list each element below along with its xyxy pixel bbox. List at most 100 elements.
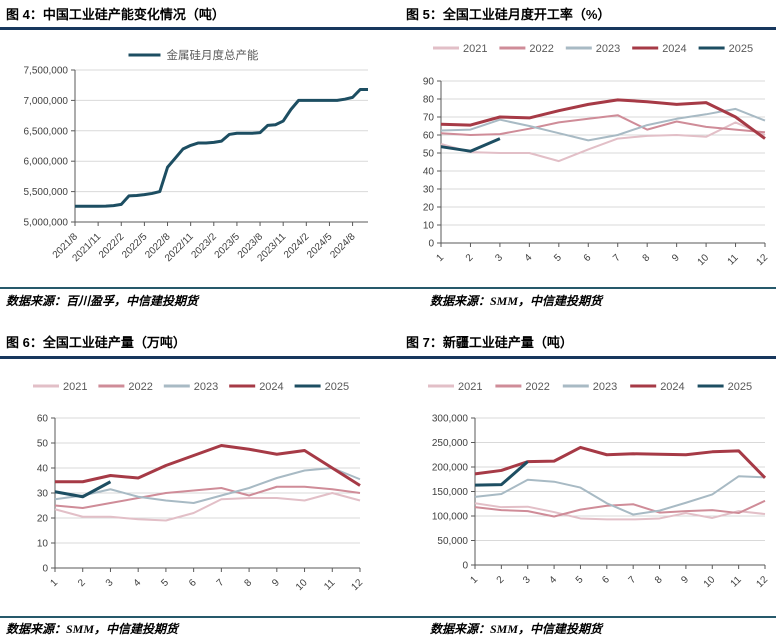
svg-text:20: 20 <box>423 203 435 214</box>
figure7-chart: 0 50,000 100,000 150,000 200,000 250,000 300,0… <box>428 381 770 590</box>
svg-text:2022: 2022 <box>128 381 152 393</box>
svg-text:7,500,000: 7,500,000 <box>24 66 69 77</box>
svg-text:7: 7 <box>627 574 639 586</box>
svg-text:2023: 2023 <box>596 43 620 55</box>
svg-text:2021: 2021 <box>458 381 482 393</box>
figure5-title: 图 5：全国工业硅月度开工率（%） <box>406 7 611 22</box>
svg-text:2: 2 <box>464 252 476 264</box>
svg-text:12: 12 <box>349 577 365 593</box>
svg-text:10: 10 <box>696 252 712 268</box>
figure6-source: 数据来源：SMM，中信建投期货 <box>6 622 179 636</box>
svg-text:2025: 2025 <box>728 381 752 393</box>
header-rule-row2 <box>0 356 776 359</box>
svg-text:90: 90 <box>423 77 435 88</box>
svg-text:10: 10 <box>294 577 310 593</box>
svg-text:2022: 2022 <box>525 381 549 393</box>
figure6-title: 图 6：全国工业硅产量（万吨） <box>6 335 186 350</box>
svg-text:0: 0 <box>42 564 48 575</box>
svg-text:9: 9 <box>670 252 682 264</box>
divider-rule-row2 <box>0 616 776 618</box>
svg-text:250,000: 250,000 <box>432 438 469 449</box>
svg-text:50,000: 50,000 <box>437 536 468 547</box>
svg-text:2025: 2025 <box>729 43 753 55</box>
svg-text:10: 10 <box>37 539 49 550</box>
svg-text:1: 1 <box>434 252 446 264</box>
svg-text:2: 2 <box>76 577 88 589</box>
svg-text:2023: 2023 <box>194 381 218 393</box>
svg-text:0: 0 <box>428 239 434 250</box>
svg-text:6,000,000: 6,000,000 <box>24 157 69 168</box>
svg-text:60: 60 <box>37 414 49 425</box>
svg-text:2025: 2025 <box>325 381 349 393</box>
svg-text:2024: 2024 <box>660 381 684 393</box>
svg-text:30: 30 <box>423 185 435 196</box>
figure7-source: 数据来源：SMM，中信建投期货 <box>430 622 603 636</box>
svg-text:3: 3 <box>104 577 116 589</box>
header-rule-row1 <box>0 27 776 30</box>
svg-text:6,500,000: 6,500,000 <box>24 126 69 137</box>
svg-text:2024: 2024 <box>259 381 283 393</box>
svg-text:5: 5 <box>552 252 564 264</box>
svg-text:2022: 2022 <box>529 43 553 55</box>
svg-text:2024: 2024 <box>662 43 686 55</box>
svg-text:1: 1 <box>48 577 60 589</box>
svg-text:6: 6 <box>582 252 594 264</box>
figure5-source: 数据来源：SMM，中信建投期货 <box>430 294 603 308</box>
svg-text:2021: 2021 <box>63 381 87 393</box>
svg-text:40: 40 <box>423 167 435 178</box>
svg-text:11: 11 <box>729 574 744 589</box>
svg-text:70: 70 <box>423 113 435 124</box>
svg-text:7,000,000: 7,000,000 <box>24 96 69 107</box>
svg-text:5: 5 <box>159 577 171 589</box>
svg-text:30: 30 <box>37 489 49 500</box>
svg-text:7: 7 <box>611 252 623 264</box>
svg-text:50: 50 <box>37 439 49 450</box>
svg-text:1: 1 <box>468 574 480 586</box>
svg-text:8: 8 <box>641 252 653 264</box>
svg-text:3: 3 <box>521 574 533 586</box>
svg-text:100,000: 100,000 <box>432 512 469 523</box>
svg-text:金属硅月度总产能: 金属硅月度总产能 <box>167 48 259 62</box>
figure4-chart: 5,000,000 5,500,000 6,000,000 6,500,000 7,00… <box>24 48 368 264</box>
figure7-title: 图 7：新疆工业硅产量（吨） <box>406 335 573 350</box>
svg-text:6: 6 <box>600 574 612 586</box>
svg-text:4: 4 <box>523 252 535 264</box>
svg-text:200,000: 200,000 <box>432 463 469 474</box>
svg-text:0: 0 <box>462 561 468 572</box>
svg-text:20: 20 <box>37 514 49 525</box>
svg-text:11: 11 <box>322 577 337 592</box>
svg-text:4: 4 <box>548 574 560 586</box>
svg-text:11: 11 <box>726 252 741 267</box>
svg-text:7: 7 <box>215 577 227 589</box>
svg-text:12: 12 <box>754 574 770 590</box>
svg-text:9: 9 <box>270 577 282 589</box>
svg-text:80: 80 <box>423 95 435 106</box>
svg-text:4: 4 <box>132 577 144 589</box>
svg-text:2023: 2023 <box>593 381 617 393</box>
svg-text:10: 10 <box>423 221 435 232</box>
svg-text:6: 6 <box>187 577 199 589</box>
svg-text:5,500,000: 5,500,000 <box>24 187 69 198</box>
svg-text:2024/8: 2024/8 <box>328 231 358 261</box>
svg-text:8: 8 <box>653 574 665 586</box>
svg-text:9: 9 <box>679 574 691 586</box>
svg-text:12: 12 <box>754 252 770 268</box>
svg-text:150,000: 150,000 <box>432 487 469 498</box>
svg-text:50: 50 <box>423 149 435 160</box>
figure4-title: 图 4：中国工业硅产能变化情况（吨） <box>6 7 225 22</box>
svg-text:5: 5 <box>574 574 586 586</box>
svg-text:2: 2 <box>495 574 507 586</box>
svg-text:300,000: 300,000 <box>432 414 469 425</box>
svg-text:5,000,000: 5,000,000 <box>24 218 69 229</box>
svg-text:3: 3 <box>493 252 505 264</box>
svg-text:10: 10 <box>702 574 718 590</box>
svg-text:8: 8 <box>243 577 255 589</box>
svg-text:60: 60 <box>423 131 435 142</box>
svg-text:2021: 2021 <box>463 43 487 55</box>
figure4-source: 数据来源：百川盈孚，中信建投期货 <box>6 294 199 308</box>
divider-rule-row1 <box>0 287 776 289</box>
svg-text:40: 40 <box>37 464 49 475</box>
